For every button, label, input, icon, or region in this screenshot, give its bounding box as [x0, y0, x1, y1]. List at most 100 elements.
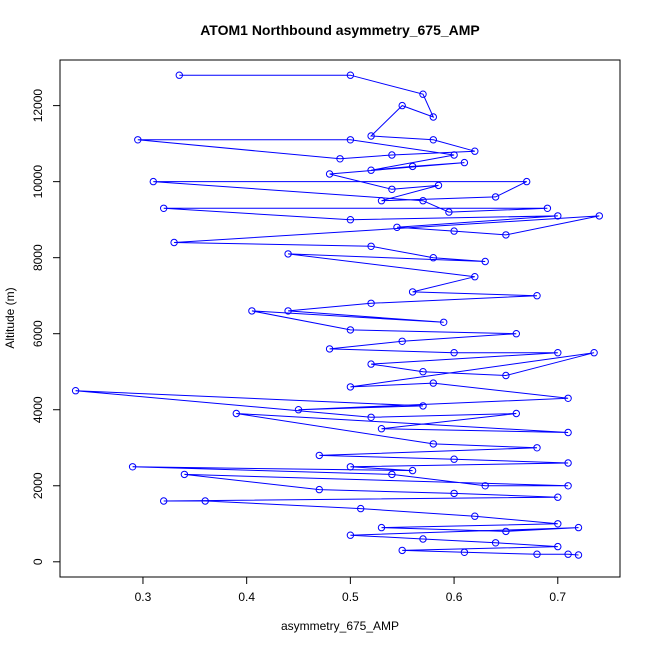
data-point: [346, 71, 355, 79]
x-axis: 0.3 0.4 0.5 0.6 0.7: [135, 576, 566, 604]
data-point: [533, 444, 541, 452]
data-point: [315, 451, 323, 460]
chart-title: ATOM1 Northbound asymmetry_675_AMP: [200, 22, 480, 38]
x-tick-label: 0.5: [342, 590, 359, 604]
x-tick-label: 0.3: [135, 590, 152, 604]
data-point: [429, 440, 437, 448]
data-point: [502, 231, 510, 239]
data-point: [325, 345, 334, 353]
data-point: [481, 257, 489, 266]
data-point: [419, 197, 427, 205]
data-point: [408, 466, 417, 475]
data-point: [367, 413, 375, 421]
data-point: [201, 497, 209, 505]
data-point: [419, 90, 427, 98]
data-point: [445, 208, 453, 216]
data-point: [357, 504, 365, 513]
data-point: [419, 535, 427, 543]
data-point: [429, 136, 437, 144]
data-point: [523, 177, 531, 186]
x-tick-label: 0.4: [238, 590, 255, 604]
data-point: [180, 470, 189, 479]
data-point: [393, 223, 401, 232]
data-point: [564, 428, 572, 437]
data-point: [543, 204, 552, 213]
data-point: [284, 250, 292, 258]
data-point: [336, 155, 344, 163]
series-layer: [71, 71, 603, 559]
data-point: [325, 170, 334, 178]
data-point: [377, 523, 386, 532]
data-point: [450, 489, 458, 498]
data-point: [491, 193, 500, 201]
data-point: [471, 273, 479, 281]
data-point: [346, 463, 355, 471]
y-axis: 0 2000 4000 6000 8000 10000 12000: [31, 89, 61, 565]
data-point: [533, 292, 541, 300]
data-point: [346, 216, 355, 224]
data-point: [388, 470, 396, 479]
data-point: [554, 212, 562, 220]
data-point: [450, 349, 458, 357]
y-tick-label: 8000: [31, 244, 45, 271]
data-point: [554, 493, 562, 501]
data-point: [471, 512, 479, 520]
data-point: [419, 368, 427, 376]
series-line: [75, 74, 600, 556]
data-point: [160, 204, 168, 213]
data-point: [346, 136, 355, 144]
data-point: [502, 371, 510, 380]
data-point: [460, 158, 469, 167]
data-point: [367, 299, 375, 307]
x-tick-label: 0.7: [549, 590, 566, 604]
data-point: [294, 406, 303, 414]
x-tick-label: 0.6: [446, 590, 463, 604]
data-point: [232, 409, 241, 418]
data-point: [160, 497, 168, 505]
data-point: [481, 482, 489, 490]
data-point: [346, 383, 355, 391]
data-point: [450, 455, 458, 463]
data-point: [450, 227, 458, 235]
data-point: [170, 238, 178, 247]
x-axis-label: asymmetry_675_AMP: [281, 619, 399, 633]
data-point: [554, 520, 562, 528]
y-tick-label: 10000: [31, 165, 45, 199]
data-point: [71, 387, 80, 395]
data-point: [367, 242, 375, 251]
data-point: [429, 254, 437, 262]
data-point: [554, 542, 562, 551]
y-axis-label: Altitude (m): [3, 287, 17, 348]
data-point: [367, 166, 375, 174]
data-point: [134, 136, 142, 144]
data-point: [460, 548, 469, 556]
y-tick-label: 12000: [31, 89, 45, 123]
data-point: [512, 409, 520, 418]
data-point: [564, 459, 572, 467]
data-point: [346, 531, 355, 539]
data-point: [248, 307, 256, 315]
data-point: [564, 394, 572, 402]
data-point: [367, 360, 375, 368]
y-tick-label: 2000: [31, 472, 45, 499]
data-point: [450, 151, 458, 159]
data-point: [284, 307, 292, 315]
data-point: [346, 326, 355, 334]
data-point: [367, 132, 375, 140]
data-point: [398, 337, 406, 345]
data-point: [408, 162, 417, 171]
data-point: [419, 402, 427, 410]
data-point: [377, 197, 386, 205]
y-tick-label: 4000: [31, 396, 45, 423]
data-point: [533, 550, 541, 558]
y-tick-label: 0: [31, 558, 45, 565]
data-point: [574, 551, 583, 559]
data-point: [377, 425, 386, 433]
data-point: [554, 349, 562, 357]
data-point: [388, 151, 396, 159]
data-point: [590, 349, 598, 357]
data-point: [398, 101, 406, 110]
data-point: [471, 147, 479, 155]
data-point: [149, 177, 158, 186]
